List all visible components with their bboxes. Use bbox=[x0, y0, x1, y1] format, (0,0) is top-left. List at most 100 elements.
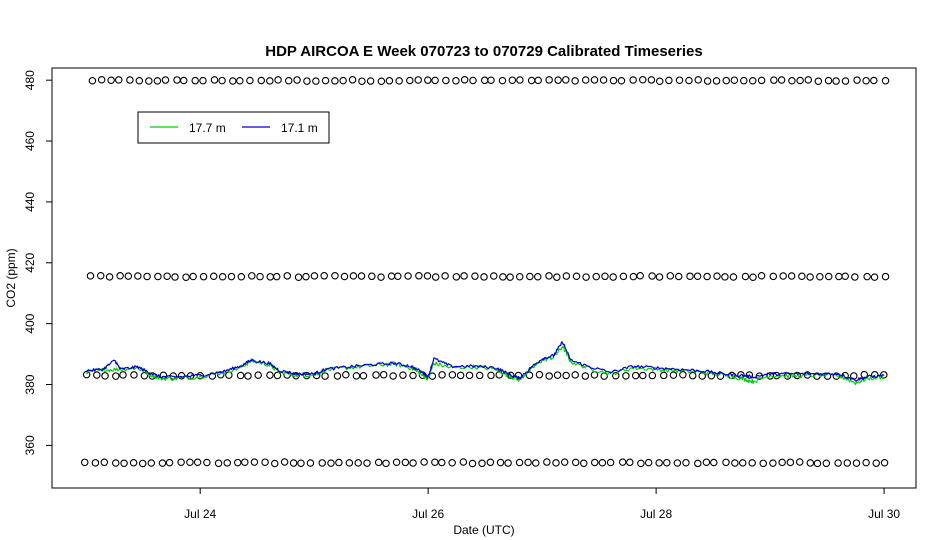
y-tick-label: 380 bbox=[23, 374, 37, 394]
reference-point bbox=[306, 459, 315, 467]
legend-label-17-1m: 17.1 m bbox=[281, 121, 318, 135]
reference-point bbox=[126, 76, 134, 84]
series-layer bbox=[85, 341, 885, 386]
reference-point bbox=[673, 459, 682, 467]
reference-point bbox=[339, 76, 347, 85]
reference-point bbox=[303, 77, 311, 85]
reference-point bbox=[143, 272, 151, 281]
reference-point bbox=[241, 458, 249, 466]
reference-point bbox=[236, 371, 245, 380]
y-axis-label: CO2 (ppm) bbox=[4, 248, 18, 307]
reference-point bbox=[96, 271, 105, 280]
reference-point bbox=[138, 459, 147, 468]
reference-point bbox=[294, 273, 303, 281]
reference-point bbox=[423, 272, 432, 280]
reference-point bbox=[832, 372, 841, 380]
reference-point bbox=[382, 459, 390, 468]
reference-point bbox=[459, 458, 468, 466]
reference-point bbox=[647, 76, 656, 84]
y-tick-label: 400 bbox=[23, 313, 37, 333]
reference-point bbox=[112, 372, 120, 380]
reference-point bbox=[498, 76, 507, 85]
reference-point bbox=[368, 272, 376, 281]
reference-point bbox=[340, 272, 349, 281]
reference-point bbox=[694, 76, 702, 84]
reference-point bbox=[130, 371, 138, 379]
reference-point bbox=[448, 459, 456, 467]
reference-point bbox=[227, 272, 236, 281]
reference-point bbox=[209, 272, 218, 281]
reference-point bbox=[806, 459, 815, 467]
reference-point bbox=[862, 458, 870, 467]
series-line-17-1m bbox=[85, 341, 885, 382]
reference-point bbox=[80, 458, 89, 467]
reference-point bbox=[619, 272, 628, 281]
reference-point bbox=[748, 76, 757, 85]
x-tick-label: Jul 24 bbox=[184, 507, 216, 521]
reference-point bbox=[145, 77, 153, 85]
y-tick-label: 480 bbox=[23, 70, 37, 90]
reference-point bbox=[91, 459, 100, 467]
reference-point bbox=[730, 76, 739, 84]
reference-point bbox=[740, 76, 748, 85]
reference-point bbox=[659, 371, 668, 380]
reference-point bbox=[438, 371, 446, 379]
reference-point bbox=[478, 459, 486, 468]
reference-point bbox=[545, 76, 553, 84]
reference-point bbox=[409, 371, 417, 380]
reference-point bbox=[273, 371, 282, 380]
reference-point bbox=[223, 459, 231, 467]
reference-point bbox=[822, 459, 831, 468]
chart-title: HDP AIRCOA E Week 070723 to 070729 Calib… bbox=[265, 43, 702, 60]
reference-point bbox=[266, 371, 274, 379]
reference-point bbox=[366, 77, 375, 85]
reference-point bbox=[543, 458, 551, 466]
reference-point bbox=[535, 370, 544, 379]
reference-point bbox=[674, 272, 683, 281]
reference-point bbox=[757, 271, 766, 280]
reference-point bbox=[516, 76, 524, 84]
reference-point bbox=[590, 371, 599, 379]
reference-point bbox=[685, 76, 693, 85]
reference-point bbox=[431, 458, 439, 467]
reference-point bbox=[663, 458, 671, 467]
reference-point bbox=[881, 77, 890, 85]
reference-point bbox=[609, 273, 617, 281]
legend: 17.7 m 17.1 m bbox=[137, 111, 330, 144]
reference-point bbox=[256, 272, 264, 281]
reference-point bbox=[601, 272, 609, 281]
reference-point bbox=[599, 76, 608, 84]
reference-point bbox=[374, 458, 383, 467]
reference-point bbox=[163, 272, 171, 280]
reference-point bbox=[852, 459, 861, 467]
reference-point bbox=[460, 272, 468, 280]
reference-point bbox=[506, 273, 514, 281]
reference-point bbox=[394, 272, 402, 280]
reference-point bbox=[515, 458, 524, 467]
reference-point bbox=[359, 372, 368, 380]
reference-point bbox=[158, 459, 167, 467]
reference-point bbox=[199, 272, 208, 281]
reference-point bbox=[272, 272, 281, 281]
reference-point bbox=[254, 371, 262, 379]
reference-point bbox=[441, 272, 449, 280]
reference-point bbox=[553, 371, 562, 379]
reference-point bbox=[177, 458, 185, 466]
reference-point bbox=[289, 459, 298, 467]
reference-point bbox=[686, 272, 694, 280]
reference-point bbox=[679, 370, 687, 379]
reference-point bbox=[841, 77, 850, 85]
reference-point bbox=[199, 76, 207, 85]
reference-point bbox=[293, 76, 301, 84]
reference-point bbox=[257, 76, 266, 85]
reference-point bbox=[694, 459, 702, 468]
reference-point bbox=[703, 272, 711, 281]
reference-point bbox=[244, 372, 252, 380]
reference-point bbox=[233, 458, 242, 467]
reference-point bbox=[598, 458, 607, 467]
reference-point bbox=[841, 272, 849, 280]
reference-point bbox=[655, 459, 663, 467]
reference-point bbox=[112, 459, 120, 467]
reference-point bbox=[468, 459, 477, 468]
